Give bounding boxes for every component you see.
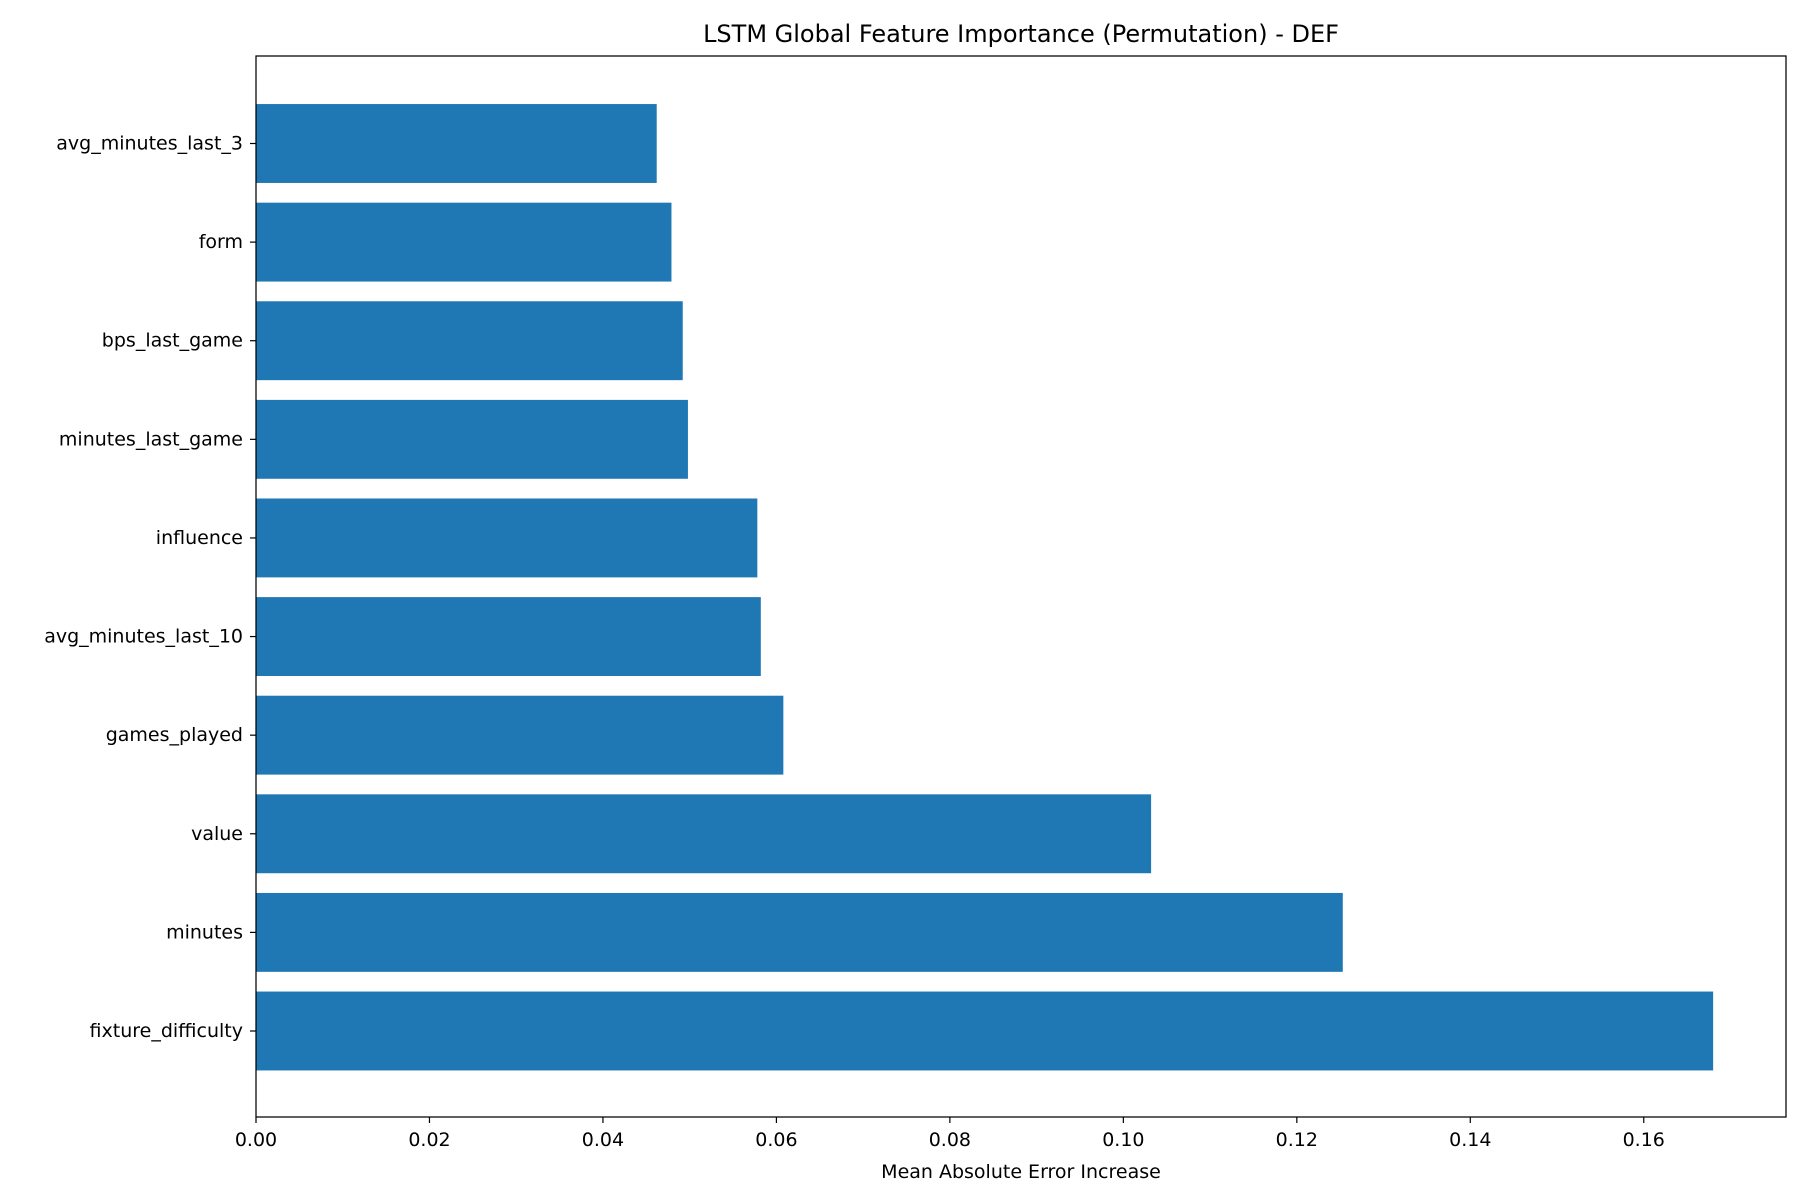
y-tick-label: form — [199, 231, 243, 253]
x-tick-label: 0.04 — [582, 1129, 624, 1151]
x-tick-label: 0.16 — [1623, 1129, 1665, 1151]
bar-influence — [256, 498, 758, 578]
y-tick-label: fixture_difficulty — [90, 1020, 243, 1042]
y-tick-label: avg_minutes_last_10 — [44, 626, 243, 648]
x-axis-label: Mean Absolute Error Increase — [881, 1161, 1161, 1183]
bar-form — [256, 202, 672, 282]
y-tick-label: games_played — [106, 724, 243, 746]
x-tick-label: 0.14 — [1449, 1129, 1491, 1151]
x-tick-label: 0.02 — [408, 1129, 450, 1151]
plot-frame — [255, 55, 1787, 1118]
x-tick-label: 0.08 — [929, 1129, 971, 1151]
x-tick-label: 0.10 — [1102, 1129, 1144, 1151]
bar-games_played — [256, 695, 784, 775]
x-tick-label: 0.00 — [235, 1129, 277, 1151]
bar-value — [256, 794, 1152, 874]
y-tick-label: minutes_last_game — [59, 428, 243, 450]
bars-group — [256, 104, 1714, 1071]
bar-avg_minutes_last_3 — [256, 104, 657, 183]
x-tick-label: 0.12 — [1276, 1129, 1318, 1151]
bar-avg_minutes_last_10 — [256, 597, 761, 676]
y-tick-label: minutes — [166, 921, 243, 943]
y-tick-label: value — [191, 823, 243, 845]
bar-fixture_difficulty — [256, 991, 1714, 1071]
x-tick-label: 0.06 — [755, 1129, 797, 1151]
x-axis: 0.00 0.02 0.04 0.06 0.08 0.10 0.12 0.14 0.16 — [235, 1117, 1665, 1151]
chart-title: LSTM Global Feature Importance (Permutat… — [703, 20, 1339, 48]
y-tick-label: influence — [156, 527, 243, 549]
bar-bps_last_game — [256, 301, 683, 381]
y-tick-label: avg_minutes_last_3 — [56, 133, 243, 155]
bar-minutes — [256, 892, 1343, 972]
bar-minutes_last_game — [256, 399, 688, 479]
y-tick-label: bps_last_game — [102, 330, 243, 352]
